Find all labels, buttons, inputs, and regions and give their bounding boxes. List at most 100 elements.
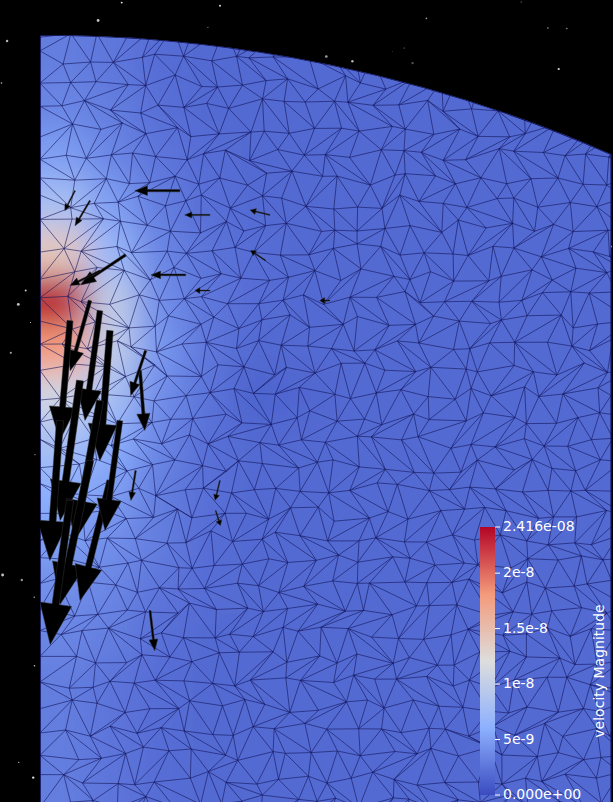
field-cell [326,276,375,325]
color-bar-tick [495,684,500,685]
field-cell [326,469,375,518]
star [325,55,328,58]
velocity-arrow [130,350,147,395]
star [391,51,393,53]
field-cell [135,83,184,132]
field-cell [373,421,422,470]
star [25,290,27,292]
star [411,62,413,64]
star [34,665,36,667]
color-bar-tick [495,573,500,574]
field-cell [0,0,89,84]
field-cell [564,372,613,421]
field-cell [564,83,613,132]
star [10,352,12,354]
field-cell [278,180,327,229]
color-bar-tick [495,739,500,740]
background [0,0,613,802]
field-cell [183,758,232,802]
field-cell [230,517,279,566]
velocity-arrow [149,610,158,650]
field-cell [183,324,232,373]
star [34,597,35,598]
field-cell [230,228,279,277]
velocity-arrow [129,470,137,500]
color-bar-ramp [480,527,495,795]
velocity-arrow [215,510,222,525]
color-bar-title: velocity Magnitude [591,604,607,737]
field-cell [516,0,565,84]
field-cell [326,0,375,84]
field-cell [0,662,89,711]
color-bar: 0.000e+005e-91e-81.5e-82e-82.416e-08velo… [480,518,607,802]
star [521,2,522,3]
star [32,776,34,778]
velocity-arrow [70,270,100,286]
star [30,322,31,323]
velocity-arrow [214,480,221,500]
velocity-arrow [137,371,150,431]
field-cell [183,180,232,229]
field-cell [421,613,470,662]
domain-boundary [40,35,611,802]
star [17,303,20,306]
star [1,574,4,577]
field-cell [135,517,184,566]
field-cell [88,710,137,759]
velocity-arrow [185,212,210,218]
star [351,60,353,62]
velocity-glyphs [37,186,330,651]
velocity-arrow [81,254,127,285]
plot-area [0,0,613,802]
field-cell [0,83,89,132]
field-cell [183,421,232,470]
field-cell [516,421,565,470]
color-bar-tick [495,527,500,528]
velocity-arrow [75,200,91,226]
star [121,2,123,4]
mesh [40,4,613,802]
velocity-arrow [195,288,210,294]
field-cell [230,180,279,229]
star [547,27,549,29]
field-cell [230,469,279,518]
velocity-arrow [40,500,74,645]
star [18,762,19,763]
field-cell [0,131,89,180]
color-bar-tick [495,628,500,629]
field-cell [373,180,422,229]
color-bar-tick-label: 2e-8 [503,564,534,580]
field-cell [468,180,517,229]
field-cell [516,131,565,180]
field-cell [278,0,327,84]
velocity-arrow [135,186,180,196]
field-cell [516,228,565,277]
field-cell [135,565,184,614]
velocity-arrow [251,250,266,261]
field-cell [230,131,279,180]
field-cell [135,662,184,711]
field-cell [230,662,279,711]
star [207,27,208,28]
color-bar-tick [495,795,500,796]
field-cell [230,372,279,421]
velocity-field [0,0,613,802]
mesh-edges [40,4,613,802]
field-cell [278,517,327,566]
starfield [1,2,612,791]
field-cell [373,662,422,711]
field-cell [278,662,327,711]
color-bar-tick-label: 1.5e-8 [503,620,548,636]
field-cell [564,0,613,84]
field-cell [326,565,375,614]
color-bar-tick-label: 5e-9 [503,731,534,747]
field-cell [516,83,565,132]
field-cell [326,613,375,662]
field-cell [183,228,232,277]
velocity-arrow [151,271,186,279]
star [566,28,568,30]
field-cell [326,180,375,229]
field-cell [468,469,517,518]
star [1,82,3,84]
field-cell [230,83,279,132]
